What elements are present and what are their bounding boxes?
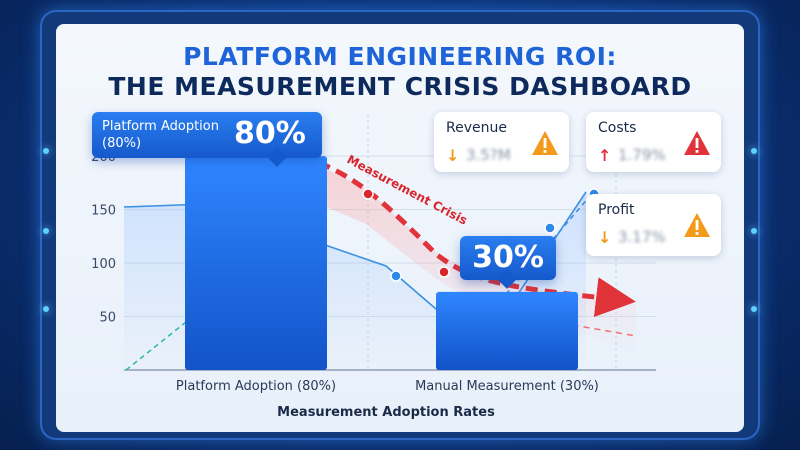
arrow-down-icon: ↓ [598,228,612,247]
y-tick-label: 100 [91,257,116,272]
kpi-label: Revenue [446,120,507,136]
x-axis-label: Measurement Adoption Rates [277,405,495,420]
x-tick-label-manual: Manual Measurement (30%) [415,379,599,394]
kpi-label: Profit [598,202,635,218]
y-tick-label: 50 [99,311,116,326]
bezel-led-right-1 [751,148,757,154]
kpi-card-revenue[interactable]: Revenue ↓ 3.5?M [434,112,569,172]
kpi-card-costs[interactable]: Costs ↑ 1.79% [586,112,721,172]
crisis-point-1 [362,188,374,200]
kpi-value: 1.79% [618,146,666,164]
arrow-up-icon: ↑ [598,146,612,165]
page-title-line2: THE MEASUREMENT CRISIS DASHBOARD [108,72,692,101]
bar-platform-adoption[interactable] [185,156,327,370]
callout-manual-measurement: 30% [460,236,556,289]
callout-value-30: 30% [472,240,544,275]
warning-icon [684,131,710,155]
callout-value-80: 80% [234,116,306,151]
marker-blue-2 [544,222,556,234]
callout-label-line2: (80%) [102,136,142,151]
callout-label-line1: Platform Adoption [102,119,219,134]
bezel-led-left-1 [43,148,49,154]
bezel-led-left-2 [43,228,49,234]
warning-icon [532,131,558,155]
kpi-label: Costs [598,120,637,136]
crisis-arrow [300,153,636,317]
marker-blue-1 [390,270,402,282]
y-tick-label: 150 [91,204,116,219]
bezel-led-right-3 [751,306,757,312]
callout-label: Platform Adoption (80%) [102,118,219,152]
teal-dash-left [125,313,197,371]
warning-icon [684,213,710,237]
callout-platform-adoption: Platform Adoption (80%) 80% [92,112,322,167]
x-tick-label-platform: Platform Adoption (80%) [176,379,336,394]
arrow-down-icon: ↓ [446,146,460,165]
dashboard-screen: PLATFORM ENGINEERING ROI: THE MEASUREMEN… [56,24,744,432]
kpi-value: 3.17% [618,228,666,246]
bezel-led-right-2 [751,228,757,234]
page-title-line1: PLATFORM ENGINEERING ROI: [183,42,617,71]
crisis-point-2 [438,266,450,278]
bezel-led-left-3 [43,306,49,312]
bar-manual-measurement[interactable] [436,291,578,370]
adoption-chart: Measurement Crisis 50100150200 Platform … [91,114,656,420]
y-tick-labels: 50100150200 [91,150,116,325]
kpi-card-profit[interactable]: Profit ↓ 3.17% [586,194,721,256]
kpi-value: 3.5?M [466,146,511,164]
bars [185,156,578,370]
